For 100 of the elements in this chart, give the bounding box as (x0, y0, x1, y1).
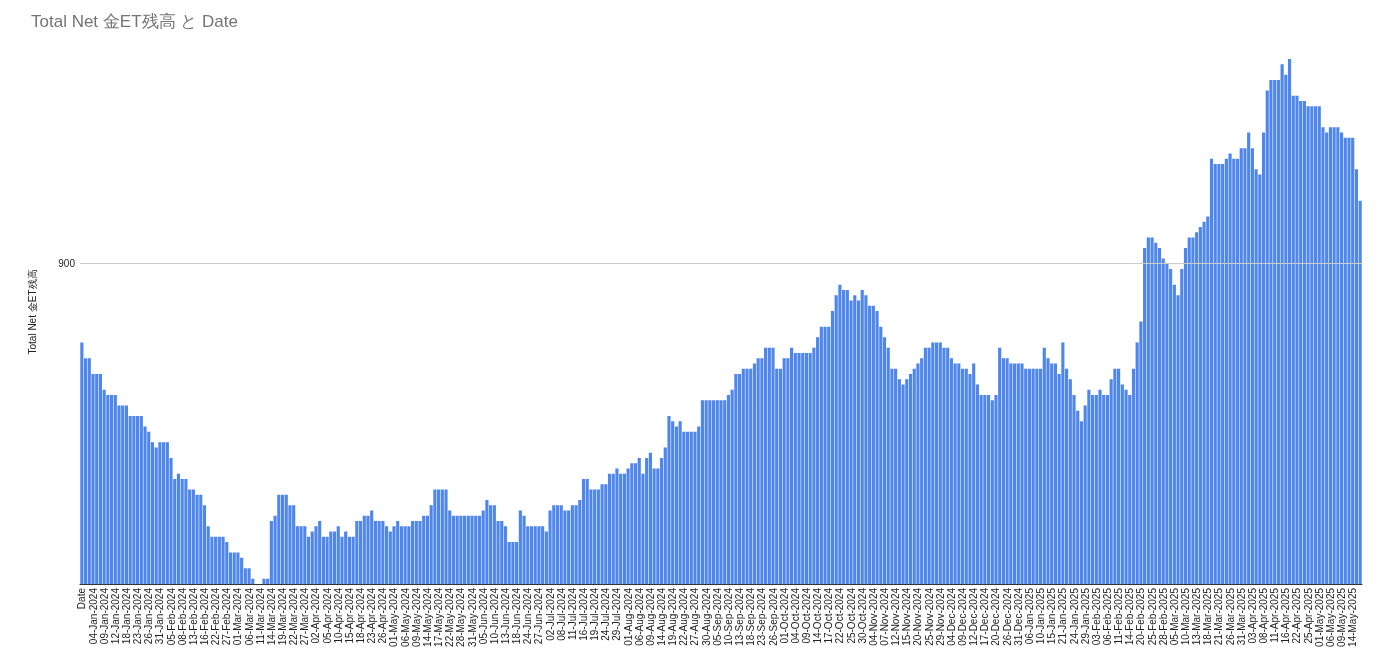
bar (1198, 226, 1202, 584)
x-tick-label: 06-Jan-2025 (1023, 587, 1035, 645)
bar (986, 394, 991, 584)
bar (894, 368, 898, 584)
x-tick-label: 10-Jan-2025 (1035, 587, 1047, 645)
x-tick-label: 13-Mar-2025 (1191, 587, 1203, 646)
bar (726, 394, 731, 584)
bar (165, 442, 169, 584)
bar (121, 405, 125, 584)
x-tick-label: 14-May-2024 (421, 587, 433, 647)
x-tick-label: 22-Feb-2024 (210, 587, 222, 646)
bar (983, 394, 987, 584)
bar (362, 515, 366, 584)
x-tick-label: 28-May-2024 (455, 587, 467, 647)
bar (1146, 237, 1150, 584)
bar (1094, 394, 1098, 584)
bar (581, 478, 586, 584)
bar (1273, 79, 1277, 584)
bar (615, 468, 619, 584)
x-tick-label: 27-Aug-2024 (689, 587, 701, 646)
bar (1247, 132, 1251, 584)
x-tick-label: 22-Aug-2024 (678, 587, 690, 646)
x-tick-label: 19-Mar-2024 (277, 587, 289, 646)
bar (1012, 363, 1017, 584)
x-tick-label: 14-Mar-2024 (265, 587, 277, 646)
text: 900 (58, 258, 76, 270)
bar (845, 289, 849, 584)
bar (1020, 363, 1024, 584)
x-tick-label: 12-Dec-2024 (968, 587, 980, 646)
bar (440, 489, 444, 584)
bar (1239, 148, 1243, 584)
bar (1310, 106, 1314, 584)
bar (1005, 358, 1009, 584)
bar (771, 347, 775, 584)
x-tick-label: 26-Dec-2024 (1001, 587, 1013, 646)
bar (225, 541, 229, 584)
x-tick-label: 20-Nov-2024 (912, 587, 924, 646)
bar (518, 510, 522, 584)
x-tick-label: 09-May-2024 (410, 587, 422, 647)
bar (1169, 268, 1173, 584)
bar (964, 368, 968, 584)
bar (734, 373, 738, 584)
bar (685, 431, 690, 584)
bar (1187, 237, 1191, 584)
bar (444, 489, 448, 584)
x-tick-label: 21-Mar-2025 (1213, 587, 1225, 646)
bar (1351, 137, 1355, 584)
x-tick-label: 05-Mar-2025 (1168, 587, 1180, 646)
x-tick-label: 18-Jun-2024 (511, 587, 523, 645)
bar (277, 494, 281, 584)
bar (396, 520, 400, 584)
bar (875, 310, 879, 584)
bar (411, 520, 415, 584)
bar (500, 520, 504, 584)
bar (972, 363, 976, 584)
bar (700, 400, 704, 584)
x-tick-label: 05-Apr-2024 (321, 587, 333, 644)
x-tick-label: 04-Dec-2024 (945, 587, 957, 646)
bar (1317, 106, 1321, 584)
bar (280, 494, 285, 584)
x-tick-label: 31-May-2024 (466, 587, 478, 647)
bar (1213, 163, 1217, 584)
bar (106, 394, 110, 584)
bar (418, 520, 422, 584)
bar (485, 499, 489, 584)
bar (637, 457, 641, 584)
bar (689, 431, 693, 584)
bar (221, 536, 225, 584)
x-tick-label: 05-Sep-2024 (711, 587, 723, 646)
bar (358, 520, 363, 584)
x-tick-label: 16-Feb-2024 (198, 587, 210, 646)
x-tick-label: 11-Mar-2024 (254, 587, 266, 645)
x-tick-label: 18-Mar-2025 (1202, 587, 1214, 646)
x-tick-label: 14-Feb-2025 (1124, 587, 1136, 646)
bar (600, 484, 604, 584)
bar (1150, 237, 1154, 584)
bar (381, 520, 385, 584)
bar (199, 494, 203, 584)
bar (819, 326, 823, 584)
x-tick-label: 01-May-2025 (1313, 587, 1325, 647)
bar (1313, 106, 1318, 584)
bar (232, 552, 236, 584)
x-tick-label: 04-Jan-2024 (87, 587, 99, 645)
x-tick-label: 15-Jan-2025 (1046, 587, 1058, 645)
bar (474, 515, 478, 584)
x-tick-label: 25-Apr-2025 (1302, 587, 1314, 644)
x-tick-label: 17-May-2024 (433, 587, 445, 647)
bar (110, 394, 114, 584)
x-tick-label: 17-Dec-2024 (979, 587, 991, 646)
bar (998, 347, 1002, 584)
bar (782, 358, 786, 584)
bar (437, 489, 441, 584)
bar (463, 515, 467, 584)
bar (842, 289, 846, 584)
bar (645, 457, 649, 584)
x-tick-label: 31-Mar-2025 (1235, 587, 1247, 646)
x-tick-label: 17-Oct-2024 (823, 587, 835, 644)
bar (537, 526, 541, 584)
bar (711, 400, 716, 584)
x-tick-label: 10-Mar-2025 (1179, 587, 1191, 646)
